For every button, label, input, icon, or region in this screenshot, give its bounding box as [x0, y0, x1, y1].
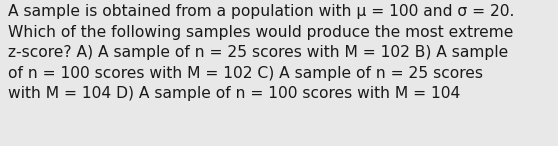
Text: A sample is obtained from a population with μ = 100 and σ = 20.
Which of the fol: A sample is obtained from a population w… — [8, 4, 514, 101]
